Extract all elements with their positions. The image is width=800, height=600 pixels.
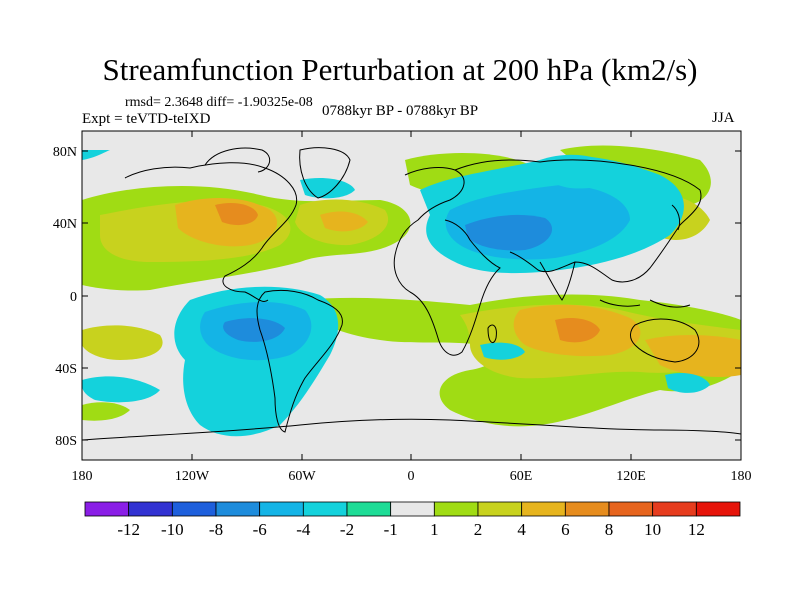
negative-anomalies	[82, 150, 710, 437]
colorbar-box-11	[564, 501, 610, 517]
arctic-edge-low	[82, 150, 110, 160]
rmsd-diff-text: rmsd= 2.3648 diff= -1.90325e-08	[125, 95, 313, 110]
mideast-blue	[465, 214, 553, 251]
sindian-small-low	[480, 342, 525, 360]
siberia-lightcyan	[540, 154, 620, 189]
lat-label-80n: 80N	[53, 145, 77, 160]
colorbar-label: 6	[561, 520, 570, 539]
ausnz-small-low	[665, 373, 710, 393]
japan-coast	[671, 204, 681, 231]
samerica-blue	[223, 318, 285, 342]
lat-label-80s: 80S	[55, 434, 77, 449]
contour-field	[82, 131, 741, 460]
colorbar-label: 10	[644, 520, 661, 539]
colorbar: -12 -10 -8 -6 -4 -2 -1 1 2 4 6 8 10 12	[84, 501, 741, 539]
europe-africa-coast	[393, 167, 501, 356]
namerica-core	[215, 203, 258, 226]
spac-west-yellow	[82, 325, 163, 360]
lat-label-40n: 40N	[53, 217, 77, 232]
colorbar-label: -6	[253, 520, 267, 539]
colorbar-label: 2	[474, 520, 483, 539]
lon-label-120w: 120W	[175, 469, 210, 484]
lon-label-180-right: 180	[731, 469, 752, 484]
australia-coast	[630, 318, 700, 363]
colorbar-label: -1	[384, 520, 398, 539]
lat-label-0: 0	[70, 290, 77, 305]
australia-orange	[645, 335, 741, 377]
antarctica-coast	[82, 418, 741, 441]
spac-south-green	[82, 402, 130, 421]
colorbar-label: -8	[209, 520, 223, 539]
coastlines	[82, 147, 741, 441]
lon-label-180-left: 180	[72, 469, 93, 484]
colorbar-label: -2	[340, 520, 354, 539]
spac-small-low	[82, 376, 160, 403]
colorbar-label: -10	[161, 520, 184, 539]
lon-label-60e: 60E	[510, 469, 533, 484]
india-coast	[539, 261, 576, 301]
experiment-label: Expt = teVTD-teIXD	[82, 111, 211, 127]
colorbar-box-2	[171, 501, 217, 517]
colorbar-label: -4	[296, 520, 311, 539]
madagascar-coast	[487, 324, 497, 344]
lon-label-120e: 120E	[616, 469, 646, 484]
colorbar-box-4	[259, 501, 304, 517]
north-america-coast	[124, 162, 298, 302]
indonesia-coast	[599, 299, 691, 308]
canada-arctic-coast	[204, 147, 271, 173]
colorbar-label: 12	[688, 520, 705, 539]
lat-axis: 80N 40N 0 40S 80S	[53, 145, 741, 449]
colorbar-box-10	[521, 501, 566, 517]
colorbar-box-8	[433, 501, 479, 517]
colorbar-label: 4	[517, 520, 526, 539]
natl-orange	[320, 211, 368, 232]
lat-label-40s: 40S	[55, 362, 77, 377]
period-label: 0788kyr BP - 0788kyr BP	[322, 103, 479, 119]
greenland-coast	[299, 147, 351, 199]
plot-title: Streamfunction Perturbation at 200 hPa (…	[102, 52, 698, 87]
natl-small-low	[300, 178, 355, 199]
colorbar-label: 8	[605, 520, 614, 539]
asia-coast	[454, 159, 702, 283]
colorbar-box-1	[128, 501, 173, 517]
colorbar-label: -12	[117, 520, 140, 539]
colorbar-box-3	[215, 501, 261, 517]
colorbar-box-12	[608, 501, 654, 517]
lon-label-60w: 60W	[288, 469, 316, 484]
colorbar-box-14	[695, 501, 741, 517]
colorbar-box-0	[84, 501, 130, 517]
indian-core	[555, 318, 600, 343]
colorbar-box-5	[302, 501, 348, 517]
south-america-coast	[256, 289, 343, 433]
colorbar-box-6	[346, 501, 392, 517]
lon-label-0: 0	[408, 469, 415, 484]
lon-axis: 180 120W 60W 0 60E 120E 180	[72, 131, 752, 484]
colorbar-box-9	[477, 501, 523, 517]
colorbar-box-13	[652, 501, 697, 517]
season-label: JJA	[712, 110, 735, 126]
colorbar-box-7	[390, 501, 435, 517]
colorbar-label: 1	[430, 520, 439, 539]
